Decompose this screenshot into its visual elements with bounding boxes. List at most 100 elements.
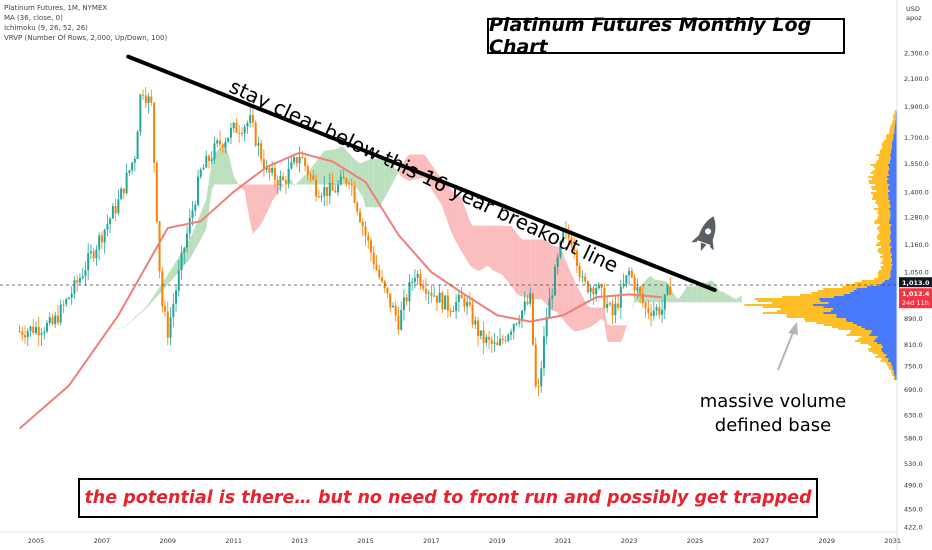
candle-body bbox=[89, 251, 92, 254]
candle-body bbox=[227, 137, 230, 142]
candle-body bbox=[339, 176, 342, 185]
candle-body bbox=[361, 221, 364, 227]
candle-body bbox=[207, 156, 210, 162]
legend-symbol: Platinum Futures, 1M, NYMEX bbox=[4, 4, 108, 12]
candle-body bbox=[273, 168, 276, 180]
candle-body bbox=[334, 190, 337, 193]
currency-sub: apoz bbox=[906, 14, 922, 22]
cloud-segment bbox=[478, 225, 481, 271]
volume-up-bar bbox=[889, 200, 897, 202]
candle-body bbox=[485, 337, 488, 343]
volume-up-bar bbox=[889, 236, 897, 238]
x-tick-label: 2021 bbox=[555, 537, 572, 545]
candle-body bbox=[427, 292, 430, 294]
candle-body bbox=[529, 293, 532, 304]
volume-down-bar bbox=[886, 136, 894, 138]
volume-down-bar bbox=[879, 152, 891, 154]
volume-up-bar bbox=[890, 156, 897, 158]
candle-body bbox=[37, 326, 40, 336]
volume-down-bar bbox=[875, 184, 890, 186]
candle-body bbox=[166, 311, 169, 338]
cloud-segment bbox=[228, 152, 231, 185]
volume-down-bar bbox=[858, 338, 876, 340]
volume-up-bar bbox=[894, 124, 897, 126]
y-tick-label: 750.0 bbox=[904, 363, 923, 371]
volume-down-bar bbox=[877, 234, 891, 236]
candle-body bbox=[669, 286, 672, 295]
cloud-segment bbox=[491, 225, 495, 272]
candle-body bbox=[488, 337, 491, 340]
currency-label[interactable]: USD apoz bbox=[906, 5, 922, 23]
candle-body bbox=[416, 273, 419, 278]
candle-body bbox=[350, 183, 353, 186]
volume-down-bar bbox=[882, 258, 892, 260]
candle-body bbox=[345, 178, 348, 184]
volume-down-bar bbox=[878, 248, 891, 250]
candle-body bbox=[636, 287, 639, 291]
cloud-segment bbox=[692, 286, 695, 303]
volume-up-bar bbox=[823, 306, 897, 308]
candle-body bbox=[617, 303, 620, 308]
cloud-segment bbox=[349, 153, 352, 185]
cloud-segment bbox=[733, 297, 737, 303]
candle-body bbox=[45, 322, 48, 332]
cloud-segment bbox=[678, 295, 682, 303]
volume-down-bar bbox=[874, 278, 890, 280]
volume-down-bar bbox=[873, 174, 889, 176]
volume-up-bar bbox=[849, 292, 897, 294]
cloud-segment bbox=[283, 183, 286, 186]
candle-body bbox=[570, 237, 573, 246]
cloud-segment bbox=[206, 180, 209, 230]
volume-up-bar bbox=[881, 350, 897, 352]
cloud-segment bbox=[154, 291, 157, 300]
volume-down-bar bbox=[871, 188, 889, 190]
volume-down-bar bbox=[877, 226, 891, 228]
candle-body bbox=[477, 320, 480, 336]
volume-down-bar bbox=[876, 218, 890, 220]
candle-body bbox=[240, 133, 243, 135]
candle-body bbox=[405, 297, 408, 302]
candle-body bbox=[647, 308, 650, 313]
candle-body bbox=[98, 235, 101, 250]
chart-title: Platinum Futures Monthly Log Chart bbox=[487, 14, 845, 58]
volume-up-bar bbox=[881, 344, 897, 346]
cloud-segment bbox=[351, 156, 355, 185]
volume-up-bar bbox=[873, 340, 897, 342]
volume-down-bar bbox=[890, 126, 895, 128]
volume-down-bar bbox=[776, 310, 831, 312]
volume-up-bar bbox=[890, 250, 897, 252]
volume-down-bar bbox=[878, 230, 891, 232]
candle-body bbox=[111, 206, 114, 219]
x-tick-label: 2027 bbox=[753, 537, 770, 545]
volume-down-bar bbox=[882, 254, 892, 256]
cloud-segment bbox=[511, 225, 514, 290]
candle-body bbox=[650, 312, 653, 316]
candle-body bbox=[466, 302, 469, 307]
volume-up-bar bbox=[893, 134, 897, 136]
candle-body bbox=[315, 179, 318, 197]
y-tick-label: 530.0 bbox=[904, 460, 923, 468]
candle-body bbox=[131, 162, 134, 171]
volume-up-bar bbox=[889, 184, 897, 186]
currency-code: USD bbox=[906, 5, 920, 13]
candle-body bbox=[136, 131, 139, 160]
volume-down-bar bbox=[877, 354, 887, 356]
volume-down-bar bbox=[850, 330, 872, 332]
cloud-segment bbox=[505, 225, 509, 282]
candle-body bbox=[304, 158, 307, 167]
candle-body bbox=[369, 240, 372, 253]
candle-body bbox=[567, 230, 570, 238]
candle-body bbox=[287, 168, 290, 184]
volume-down-bar bbox=[881, 148, 892, 150]
candle-body bbox=[210, 159, 213, 162]
volume-down-bar bbox=[811, 292, 850, 294]
candle-body bbox=[260, 143, 263, 160]
candle-body bbox=[422, 285, 425, 289]
volume-down-bar bbox=[879, 240, 891, 242]
volume-down-bar bbox=[875, 244, 890, 246]
candle-body bbox=[353, 185, 356, 203]
volume-up-bar bbox=[893, 136, 897, 138]
candle-body bbox=[449, 310, 452, 312]
volume-down-bar bbox=[782, 296, 834, 298]
volume-up-bar bbox=[887, 186, 897, 188]
